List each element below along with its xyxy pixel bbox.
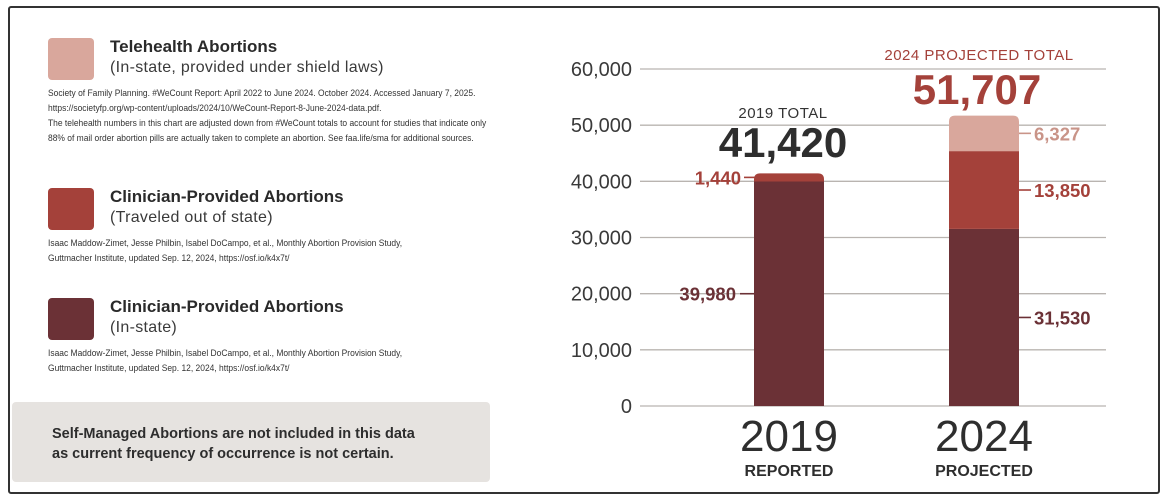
data-label: 31,530 [1034, 307, 1091, 328]
source-line: Isaac Maddow-Zimet, Jesse Philbin, Isabe… [48, 238, 403, 248]
legend-title-instate: Clinician-Provided Abortions [110, 297, 344, 316]
legend-source-telehealth: Society of Family Planning. #WeCount Rep… [48, 86, 487, 146]
disclaimer-line: as current frequency of occurrence is no… [52, 446, 394, 462]
y-tick-label: 10,000 [571, 340, 632, 362]
disclaimer-note: Self-Managed Abortions are not included … [12, 402, 490, 482]
total-caption-2019: 2019 TOTAL [738, 105, 827, 122]
legend-swatch-telehealth [48, 38, 94, 80]
bar-segment [754, 181, 824, 406]
legend-subtitle-traveled: (Traveled out of state) [110, 209, 273, 226]
source-line: Guttmacher Institute, updated Sep. 12, 2… [48, 253, 290, 263]
disclaimer-line: Self-Managed Abortions are not included … [52, 426, 415, 442]
source-line: Isaac Maddow-Zimet, Jesse Philbin, Isabe… [48, 348, 403, 358]
bar-segment [949, 115, 1019, 152]
data-label: 13,850 [1034, 180, 1091, 201]
legend-subtitle-instate: (In-state) [110, 319, 178, 336]
legend-item-instate: Clinician-Provided Abortions (In-state) … [48, 296, 518, 396]
disclaimer-text: Self-Managed Abortions are not included … [52, 424, 482, 464]
y-tick-label: 60,000 [571, 59, 632, 81]
x-category-sublabel: PROJECTED [935, 463, 1033, 480]
y-tick-label: 30,000 [571, 228, 632, 250]
source-line: The telehealth numbers in this chart are… [48, 118, 487, 128]
legend-swatch-instate [48, 298, 94, 340]
data-label: 1,440 [695, 167, 741, 188]
legend-source-instate: Isaac Maddow-Zimet, Jesse Philbin, Isabe… [48, 346, 480, 376]
total-value-2019: 41,420 [719, 119, 847, 166]
x-category-sublabel: REPORTED [745, 463, 834, 480]
legend-source-traveled: Isaac Maddow-Zimet, Jesse Philbin, Isabe… [48, 236, 480, 266]
source-line: 88% of mail order abortion pills are act… [48, 133, 474, 143]
legend-item-telehealth: Telehealth Abortions (In-state, provided… [48, 36, 518, 186]
y-tick-label: 40,000 [571, 171, 632, 193]
data-label: 6,327 [1034, 123, 1080, 144]
data-label: 39,980 [679, 284, 736, 305]
legend: Telehealth Abortions (In-state, provided… [48, 36, 518, 396]
legend-title-traveled: Clinician-Provided Abortions [110, 187, 344, 206]
total-caption-2024: 2024 PROJECTED TOTAL [884, 47, 1073, 64]
x-category-label: 2024 [935, 412, 1033, 461]
y-tick-label: 20,000 [571, 284, 632, 306]
x-category-label: 2019 [740, 412, 838, 461]
bar-segment [949, 151, 1019, 229]
legend-item-traveled: Clinician-Provided Abortions (Traveled o… [48, 186, 518, 296]
legend-subtitle-telehealth: (In-state, provided under shield laws) [110, 59, 384, 76]
bar-segment [949, 228, 1019, 406]
source-line: https://societyfp.org/wp-content/uploads… [48, 103, 382, 113]
y-tick-label: 0 [621, 396, 632, 418]
total-value-2024: 51,707 [913, 66, 1041, 113]
source-line: Society of Family Planning. #WeCount Rep… [48, 88, 476, 98]
bar-segment [754, 173, 824, 182]
y-tick-label: 50,000 [571, 115, 632, 137]
source-line: Guttmacher Institute, updated Sep. 12, 2… [48, 363, 290, 373]
legend-title-telehealth: Telehealth Abortions [110, 37, 278, 56]
legend-swatch-traveled [48, 188, 94, 230]
